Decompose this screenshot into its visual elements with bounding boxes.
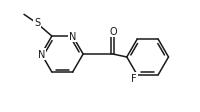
Text: O: O	[109, 27, 117, 37]
Text: F: F	[131, 73, 137, 83]
Text: S: S	[34, 18, 40, 28]
Text: N: N	[38, 50, 45, 59]
Text: N: N	[69, 32, 76, 42]
